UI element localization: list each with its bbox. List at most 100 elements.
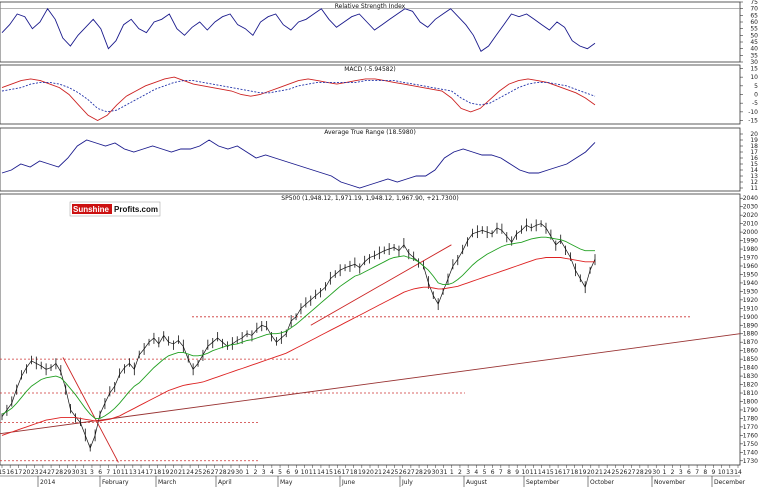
x-day-label: 19 [162, 469, 170, 476]
x-day-label: 10 [522, 469, 530, 476]
y-tick-label: 12 [750, 179, 758, 186]
x-month-label: June [341, 479, 355, 486]
x-month-label: July [401, 479, 413, 486]
panel-frame [0, 1, 741, 63]
x-day-label: 14 [538, 469, 546, 476]
trend-line [0, 333, 741, 435]
x-day-label: 21 [178, 469, 186, 476]
x-day-label: 20 [23, 469, 31, 476]
x-day-label: 9 [294, 469, 298, 476]
panel-title: Relative Strength Index [335, 3, 406, 10]
y-tick-label: 30 [750, 59, 758, 66]
x-month-label: September [526, 479, 560, 486]
logo-red-block [72, 204, 112, 214]
y-tick-label: 5 [754, 83, 758, 90]
series-line-1 [1, 139, 596, 189]
y-tick-label: 70 [750, 6, 758, 13]
x-day-label: 3 [262, 469, 266, 476]
x-day-label: 16 [333, 469, 341, 476]
y-tick-label: 1940 [743, 280, 758, 287]
x-day-label: 7 [106, 469, 110, 476]
x-day-label: 19 [358, 469, 366, 476]
y-tick-label: 1980 [743, 246, 758, 253]
x-day-label: 6 [286, 469, 290, 476]
x-month-label: February [102, 479, 129, 486]
x-day-label: 24 [39, 469, 47, 476]
series-line-3 [1, 257, 595, 436]
y-tick-label: 17 [750, 149, 758, 156]
x-day-label: 17 [15, 469, 23, 476]
series-line-2 [1, 236, 595, 419]
x-day-label: 7 [695, 469, 699, 476]
y-tick-label: 45 [750, 39, 758, 46]
x-day-label: 27 [407, 469, 415, 476]
x-day-label: 13 [129, 469, 137, 476]
y-tick-label: 60 [750, 19, 758, 26]
x-day-label: 26 [203, 469, 211, 476]
y-tick-label: 1790 [743, 407, 758, 414]
x-day-label: 15 [546, 469, 554, 476]
x-day-label: 24 [186, 469, 194, 476]
y-tick-label: 1840 [743, 365, 758, 372]
y-tick-label: -15 [748, 118, 758, 125]
y-tick-label: 50 [750, 32, 758, 39]
y-tick-label: 1760 [743, 432, 758, 439]
x-day-label: 3 [679, 469, 683, 476]
x-day-label: 28 [415, 469, 423, 476]
y-tick-label: 2030 [743, 204, 758, 211]
x-day-label: 2 [254, 469, 258, 476]
series-line-1 [1, 7, 596, 52]
x-day-label: 2 [671, 469, 675, 476]
x-day-label: 27 [211, 469, 219, 476]
x-day-label: 28 [636, 469, 644, 476]
x-day-label: 29 [423, 469, 431, 476]
logo-text-sunshine: Sunshine [73, 205, 110, 214]
logo-text-profits: Profits.com [114, 205, 158, 214]
x-day-label: 17 [145, 469, 153, 476]
x-day-label: 18 [571, 469, 579, 476]
y-tick-label: 14 [750, 167, 758, 174]
y-tick-label: 1770 [743, 424, 758, 431]
y-tick-label: 11 [750, 185, 758, 192]
x-day-label: 31 [440, 469, 448, 476]
x-day-label: 3 [90, 469, 94, 476]
x-day-label: 24 [383, 469, 391, 476]
series-line-1 [1, 76, 596, 122]
y-tick-label: 10 [750, 74, 758, 81]
y-tick-label: 1880 [743, 331, 758, 338]
x-day-label: 23 [31, 469, 39, 476]
x-day-label: 17 [562, 469, 570, 476]
y-tick-label: 1860 [743, 348, 758, 355]
trend-line [310, 244, 452, 326]
x-day-label: 9 [712, 469, 716, 476]
y-tick-label: 1830 [743, 373, 758, 380]
x-day-label: 17 [342, 469, 350, 476]
x-day-label: 16 [6, 469, 14, 476]
x-month-label: April [218, 479, 232, 486]
x-day-label: 25 [194, 469, 202, 476]
panel-frame [0, 127, 741, 192]
sunshine-profits-logo: Sunshine Profits.com [69, 201, 161, 217]
x-day-label: 28 [219, 469, 227, 476]
y-tick-label: 65 [750, 12, 758, 19]
x-day-label: 18 [154, 469, 162, 476]
x-day-label: 16 [554, 469, 562, 476]
y-tick-label: 18 [750, 143, 758, 150]
y-tick-label: 1750 [743, 441, 758, 448]
y-tick-label: 1930 [743, 288, 758, 295]
y-tick-label: 1810 [743, 390, 758, 397]
x-day-label: 5 [483, 469, 487, 476]
x-day-label: 29 [64, 469, 72, 476]
x-day-label: 6 [491, 469, 495, 476]
x-day-label: 10 [113, 469, 121, 476]
x-day-label: 25 [612, 469, 620, 476]
x-day-label: 31 [80, 469, 88, 476]
y-tick-label: 35 [750, 52, 758, 59]
panel-title: SP500 (1,948.12, 1,971.19, 1,948.12, 1,9… [281, 195, 458, 202]
x-day-label: 14 [734, 469, 742, 476]
x-month-label: May [280, 479, 293, 486]
series-line-1 [1, 223, 596, 450]
y-tick-label: 1890 [743, 322, 758, 329]
